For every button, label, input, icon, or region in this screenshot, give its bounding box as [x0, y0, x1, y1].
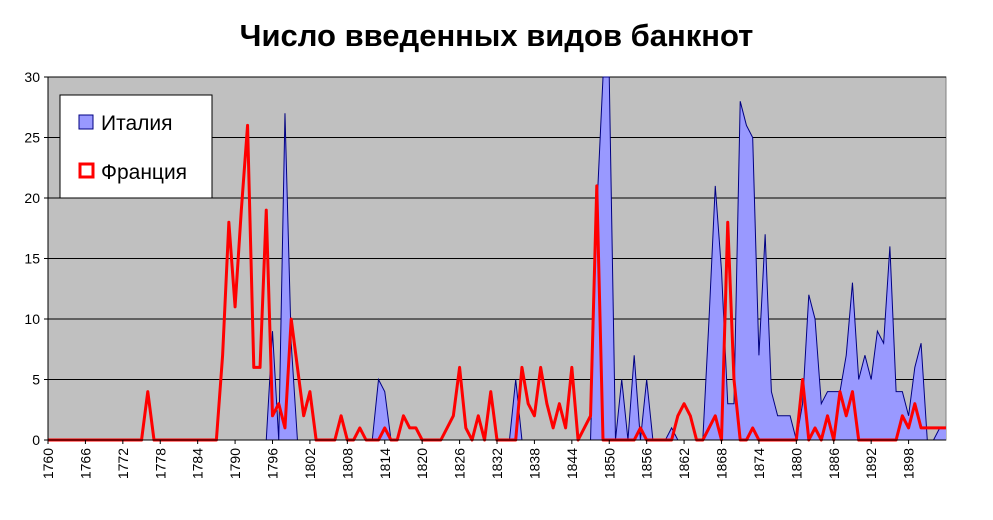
x-tick-label: 1820 [414, 448, 430, 479]
x-tick-label: 1832 [489, 448, 505, 479]
legend-swatch-france [78, 162, 95, 179]
y-tick-label: 20 [24, 190, 40, 206]
x-tick-label: 1886 [826, 448, 842, 479]
legend-label-italy: Италия [101, 112, 173, 135]
x-tick-label: 1874 [751, 448, 767, 479]
x-tick-label: 1760 [40, 448, 56, 479]
x-tick-label: 1796 [265, 448, 281, 479]
x-tick-label: 1868 [714, 448, 730, 479]
y-tick-label: 0 [32, 432, 40, 448]
x-tick-label: 1850 [601, 448, 617, 479]
x-tick-label: 1802 [302, 448, 318, 479]
y-tick-label: 30 [24, 69, 40, 85]
x-tick-label: 1790 [227, 448, 243, 479]
y-tick-label: 10 [24, 311, 40, 327]
x-tick-label: 1838 [526, 448, 542, 479]
x-tick-label: 1814 [377, 448, 393, 479]
x-tick-label: 1766 [77, 448, 93, 479]
area-layer [265, 76, 946, 441]
x-tick-label: 1784 [190, 448, 206, 479]
legend-swatch-italy [78, 114, 94, 130]
y-tick-labels: 0 5 10 15 20 25 30 [24, 69, 48, 448]
line-layer [48, 123, 946, 442]
x-tick-label: 1772 [115, 448, 131, 479]
x-tick-label: 1892 [863, 448, 879, 479]
x-tick-label: 1778 [152, 448, 168, 479]
legend: Италия Франция [59, 94, 213, 199]
chart-title: Число введенных видов банкнот [239, 18, 754, 53]
legend-box [59, 94, 213, 199]
x-tick-label: 1862 [676, 448, 692, 479]
series-area-italy [266, 77, 946, 440]
grid-lines [48, 76, 946, 380]
x-tick-label: 1856 [639, 448, 655, 479]
series-area-outline-italy [265, 76, 946, 441]
series-line-france [48, 123, 946, 442]
y-tick-label: 15 [24, 251, 40, 267]
x-tick-label: 1880 [788, 448, 804, 479]
y-tick-label: 5 [32, 372, 40, 388]
x-tick-labels: 1760 1766 1772 1778 1784 1790 1796 1802 1808 1814… [40, 440, 917, 479]
x-tick-label: 1898 [901, 448, 917, 479]
x-tick-label: 1808 [339, 448, 355, 479]
x-tick-label: 1826 [452, 448, 468, 479]
legend-label-france: Франция [101, 161, 187, 184]
x-tick-label: 1844 [564, 448, 580, 479]
y-tick-label: 25 [24, 130, 40, 146]
